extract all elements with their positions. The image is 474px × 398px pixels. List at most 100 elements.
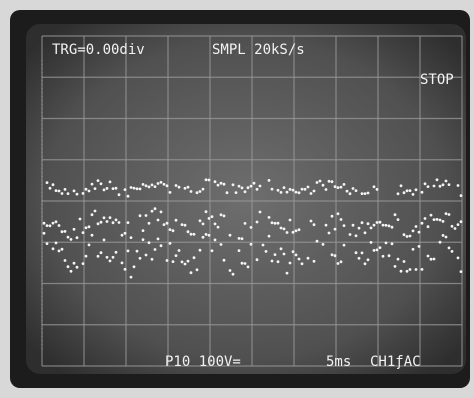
trace-dot — [253, 182, 256, 185]
trace-dot — [142, 229, 145, 232]
trace-dot — [364, 192, 367, 195]
trace-dot — [400, 184, 403, 187]
trace-dot — [160, 211, 163, 214]
trace-dot — [124, 232, 127, 235]
trace-dot — [274, 253, 277, 256]
trace-dot — [259, 211, 262, 214]
trace-dot — [46, 224, 49, 227]
trace-dot — [415, 268, 418, 271]
trace-dot — [373, 224, 376, 227]
trace-dot — [160, 181, 163, 184]
trace-dot — [139, 188, 142, 191]
trace-dot — [448, 247, 451, 250]
trace-dot — [82, 231, 85, 234]
trace-dot — [316, 181, 319, 184]
trace-dot — [286, 231, 289, 234]
trace-dot — [313, 260, 316, 263]
trace-dot — [73, 262, 76, 265]
trace-dot — [127, 195, 130, 198]
trace-dot — [118, 193, 121, 196]
trace-dot — [418, 245, 421, 248]
trace-dot — [151, 258, 154, 261]
trace-dot — [214, 180, 217, 183]
trace-dot — [460, 220, 463, 223]
trace-dot — [265, 250, 268, 253]
trace-dot — [184, 224, 187, 227]
trace-dot — [97, 179, 100, 182]
trace-dot — [43, 222, 46, 225]
trace-dot — [403, 191, 406, 194]
trace-dot — [82, 262, 85, 265]
trace-dot — [316, 240, 319, 243]
trace-dot — [136, 187, 139, 190]
trace-dot — [337, 186, 340, 189]
trace-dot — [268, 179, 271, 182]
trace-dot — [457, 257, 460, 260]
trace-dot — [352, 187, 355, 190]
trace-dot — [217, 184, 220, 187]
trace-dot — [160, 244, 163, 247]
trace-dot — [187, 186, 190, 189]
trace-dot — [232, 273, 235, 276]
trace-dot — [130, 276, 133, 279]
trace-dot — [298, 258, 301, 261]
trace-dot — [238, 185, 241, 188]
trace-dot — [187, 260, 190, 263]
trace-dot — [445, 180, 448, 183]
trace-dot — [208, 179, 211, 182]
trace-dot — [175, 254, 178, 257]
trace-dot — [139, 214, 142, 217]
trace-dot — [244, 190, 247, 193]
trace-dot — [256, 258, 259, 261]
trace-dot — [163, 183, 166, 186]
trace-dot — [421, 191, 424, 194]
trace-dot — [148, 241, 151, 244]
trace-dot — [157, 238, 160, 241]
trace-dot — [49, 187, 52, 190]
trace-dot — [409, 235, 412, 238]
trace-dot — [328, 180, 331, 183]
trace-dot — [166, 184, 169, 187]
trace-dot — [445, 236, 448, 239]
trace-dot — [100, 251, 103, 254]
trace-dot — [331, 215, 334, 218]
trace-dot — [397, 218, 400, 221]
trace-dot — [325, 188, 328, 191]
channel-label: CH1ƒAC — [370, 354, 421, 370]
trace-dot — [88, 244, 91, 247]
trace-dot — [334, 185, 337, 188]
trace-dot — [424, 182, 427, 185]
trace-dot — [394, 213, 397, 216]
trace-dot — [433, 185, 436, 188]
trace-dot — [280, 191, 283, 194]
trace-dot — [262, 244, 265, 247]
trace-dot — [400, 270, 403, 273]
trace-dot — [436, 178, 439, 181]
trace-dot — [184, 263, 187, 266]
trace-dot — [442, 183, 445, 186]
trace-dot — [340, 218, 343, 221]
trace-dot — [439, 241, 442, 244]
trace-dot — [271, 260, 274, 263]
trace-dot — [184, 187, 187, 190]
trace-dot — [67, 236, 70, 239]
trace-dot — [421, 222, 424, 225]
trace-dot — [382, 255, 385, 258]
trace-dot — [145, 214, 148, 217]
trace-dot — [205, 233, 208, 236]
trace-dot — [175, 219, 178, 222]
trace-dot — [358, 257, 361, 260]
trace-dot — [397, 258, 400, 261]
trace-dot — [226, 191, 229, 194]
trace-dot — [328, 232, 331, 235]
trace-dot — [337, 212, 340, 215]
trace-dot — [223, 259, 226, 262]
timebase-label: 5ms — [326, 354, 351, 370]
trace-dot — [241, 262, 244, 265]
trace-dot — [190, 190, 193, 193]
trace-dot — [349, 233, 352, 236]
trace-dot — [130, 236, 133, 239]
trace-dot — [373, 185, 376, 188]
trace-dot — [277, 222, 280, 225]
trace-dot — [430, 258, 433, 261]
